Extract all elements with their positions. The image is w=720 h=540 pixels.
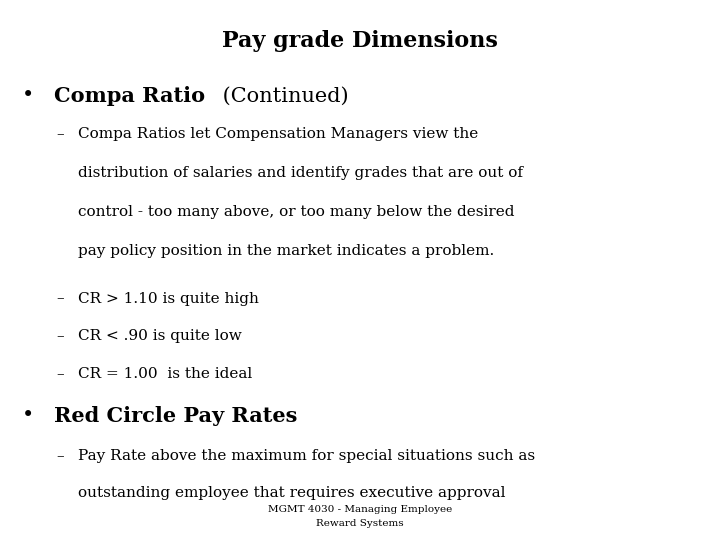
Text: Pay grade Dimensions: Pay grade Dimensions [222, 30, 498, 52]
Text: –: – [56, 292, 64, 306]
Text: –: – [56, 127, 64, 141]
Text: •: • [22, 86, 34, 105]
Text: CR > 1.10 is quite high: CR > 1.10 is quite high [78, 292, 258, 306]
Text: –: – [56, 367, 64, 381]
Text: –: – [56, 449, 64, 463]
Text: Pay Rate above the maximum for special situations such as: Pay Rate above the maximum for special s… [78, 449, 535, 463]
Text: (Continued): (Continued) [216, 86, 348, 105]
Text: outstanding employee that requires executive approval: outstanding employee that requires execu… [78, 486, 505, 500]
Text: control - too many above, or too many below the desired: control - too many above, or too many be… [78, 205, 514, 219]
Text: CR < .90 is quite low: CR < .90 is quite low [78, 329, 241, 343]
Text: –: – [56, 329, 64, 343]
Text: MGMT 4030 - Managing Employee: MGMT 4030 - Managing Employee [268, 505, 452, 514]
Text: CR = 1.00  is the ideal: CR = 1.00 is the ideal [78, 367, 252, 381]
Text: distribution of salaries and identify grades that are out of: distribution of salaries and identify gr… [78, 166, 523, 180]
Text: Red Circle Pay Rates: Red Circle Pay Rates [54, 406, 297, 426]
Text: Compa Ratio: Compa Ratio [54, 86, 205, 106]
Text: Compa Ratios let Compensation Managers view the: Compa Ratios let Compensation Managers v… [78, 127, 478, 141]
Text: pay policy position in the market indicates a problem.: pay policy position in the market indica… [78, 244, 494, 258]
Text: •: • [22, 406, 34, 425]
Text: Reward Systems: Reward Systems [316, 519, 404, 528]
